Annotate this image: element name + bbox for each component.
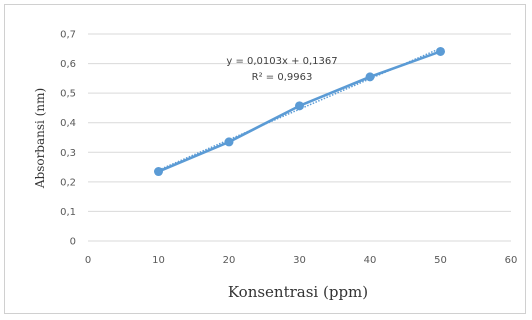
y-tick-label: 0,5 xyxy=(60,89,76,100)
trendline-equation: y = 0,0103x + 0,1367 xyxy=(226,56,337,67)
y-tick-label: 0 xyxy=(70,237,76,248)
x-tick-label: 10 xyxy=(152,255,165,266)
data-point xyxy=(154,167,163,177)
y-tick-label: 0,3 xyxy=(60,148,76,159)
tick-labels: 0 0,1 0,2 0,3 0,4 0,5 0,6 0,7 0 10 20 30 40 50 60 xyxy=(60,30,517,267)
r-squared-label: R² = 0,9963 xyxy=(252,72,313,83)
y-tick-label: 0,2 xyxy=(60,177,76,188)
series-line xyxy=(157,50,441,173)
x-tick-label: 30 xyxy=(293,255,306,266)
y-tick-label: 0,7 xyxy=(60,30,76,41)
x-tick-label: 60 xyxy=(505,255,518,266)
grid-lines xyxy=(88,33,511,242)
x-axis-title: Konsentrasi (ppm) xyxy=(228,283,368,301)
data-point xyxy=(295,101,304,111)
y-axis-title: Absorbansi (nm) xyxy=(33,88,47,189)
data-point xyxy=(436,46,445,56)
x-tick-label: 0 xyxy=(85,255,91,266)
x-tick-label: 40 xyxy=(364,255,377,266)
x-tick-label: 20 xyxy=(223,255,236,266)
y-tick-label: 0,4 xyxy=(60,118,76,129)
y-tick-label: 0,1 xyxy=(60,207,76,218)
data-point xyxy=(365,72,375,82)
y-tick-label: 0,6 xyxy=(60,59,76,70)
data-point xyxy=(224,137,234,147)
series-layer xyxy=(154,46,445,177)
x-tick-label: 50 xyxy=(434,255,447,266)
